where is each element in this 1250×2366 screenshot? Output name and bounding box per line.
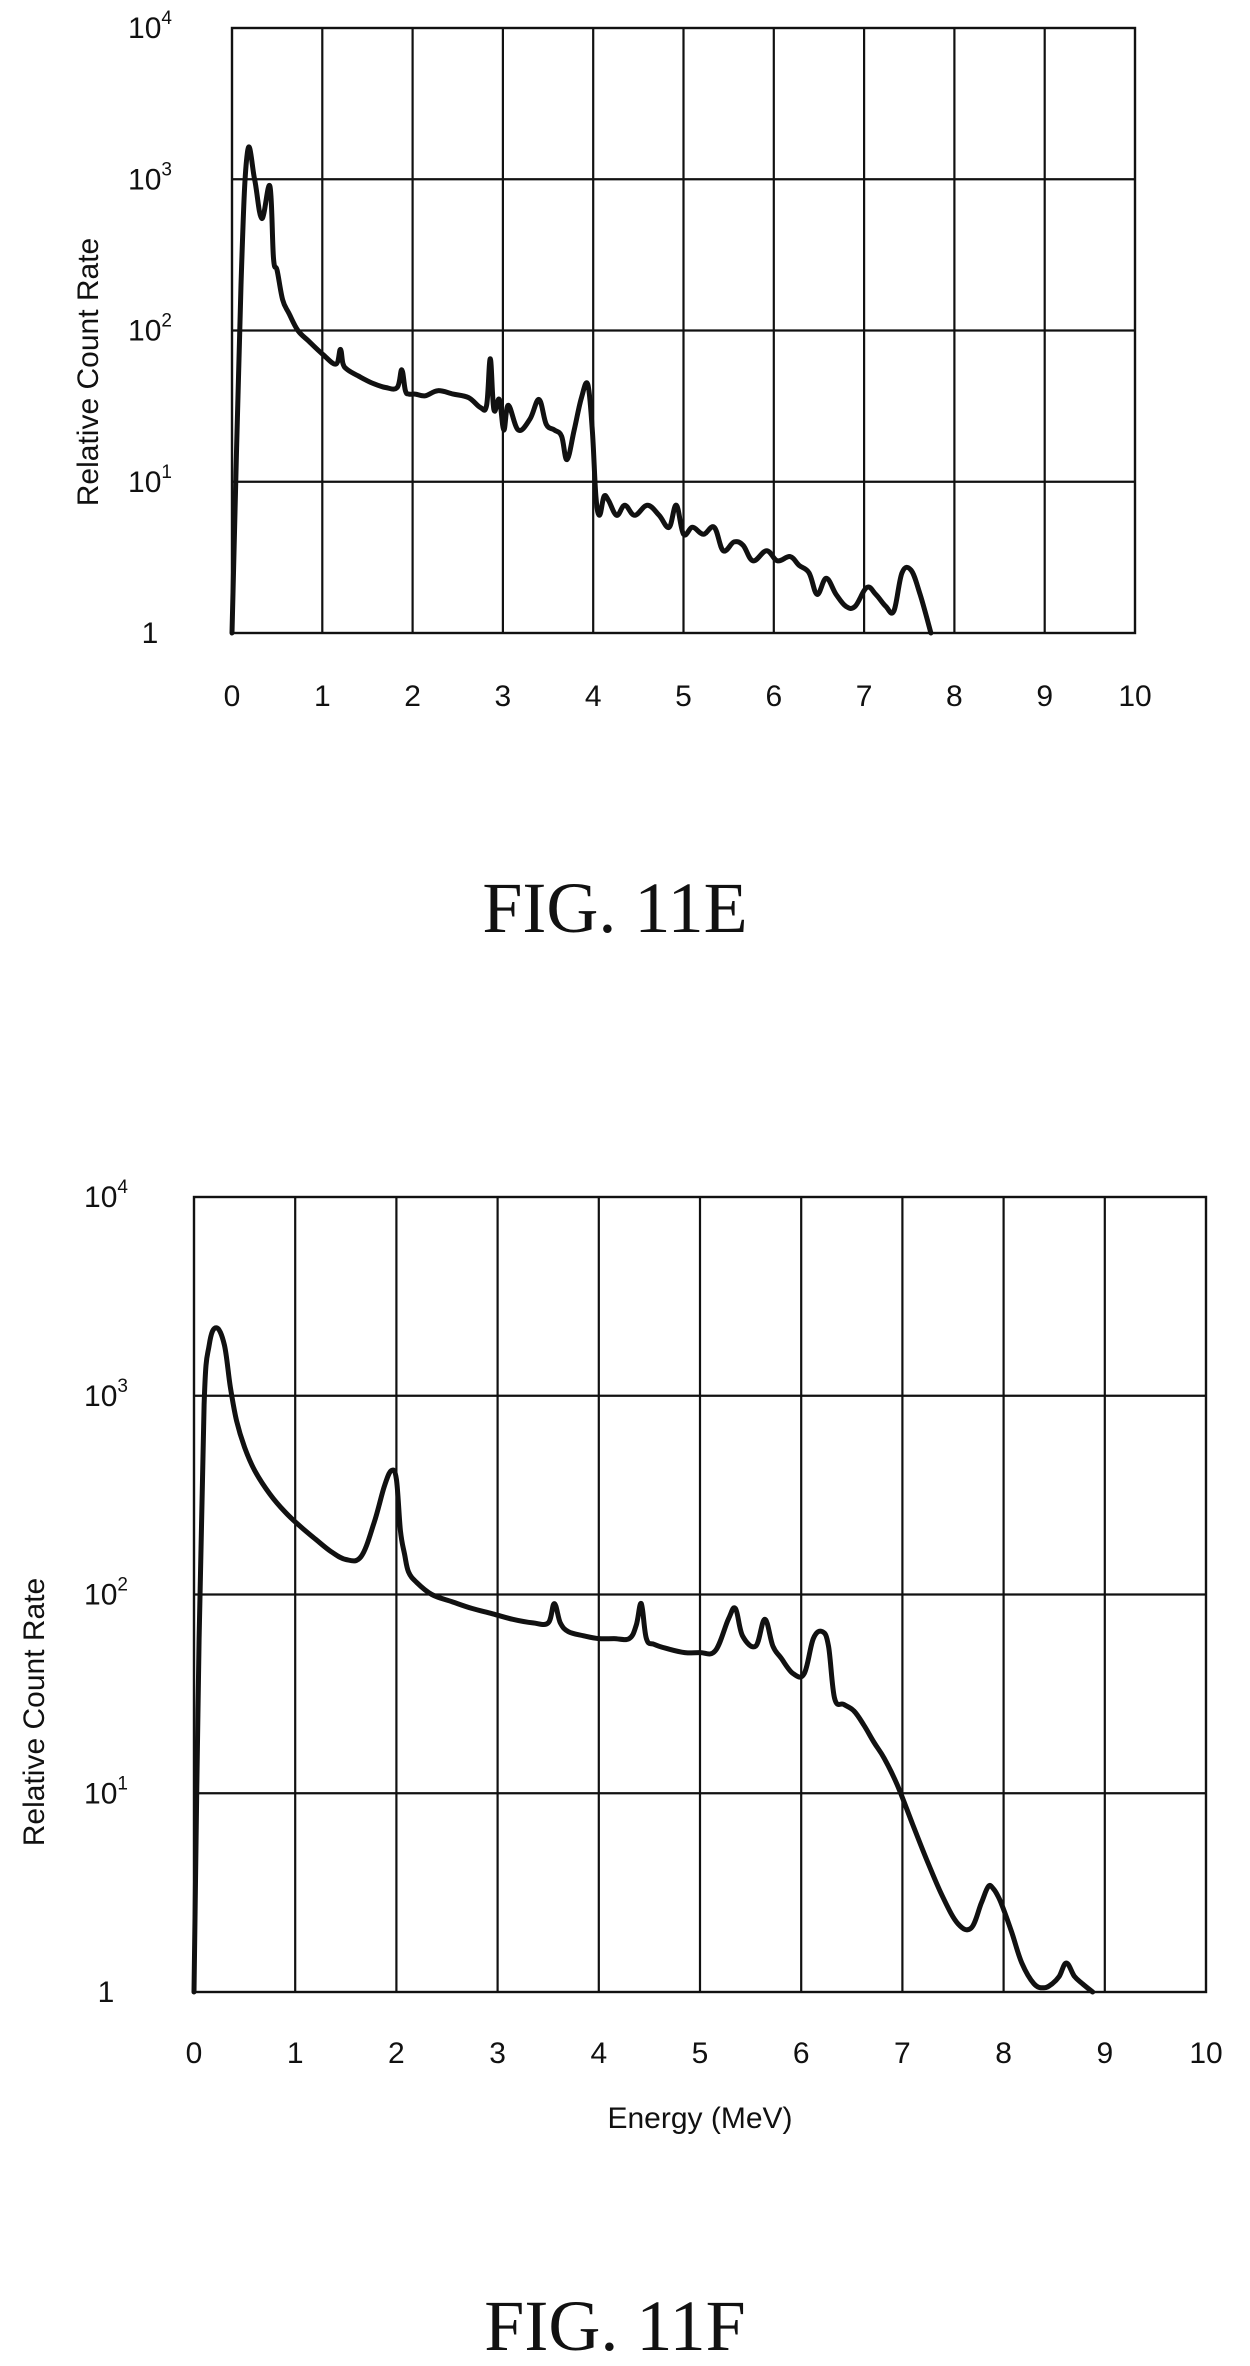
x-tick-label: 0 <box>224 680 241 713</box>
x-tick-label: 3 <box>495 680 512 713</box>
plot-frame <box>192 1195 1208 1994</box>
x-tick-label: 6 <box>765 680 782 713</box>
figure-label-11f: FIG. 11F <box>484 2286 745 2366</box>
x-tick-label: 2 <box>404 680 421 713</box>
x-tick-label: 9 <box>1036 680 1053 713</box>
chart-fig-11e: 0 1 2 3 4 5 6 7 8 9 10 104 103 102 101 1 Relative Count … <box>72 8 1152 713</box>
x-tick-label: 0 <box>186 2037 203 2070</box>
y-tick-label: 102 <box>128 311 172 348</box>
y-tick-label: 104 <box>84 1177 128 1214</box>
y-tick-label: 101 <box>128 462 172 499</box>
y-tick-label: 1 <box>98 1976 115 2009</box>
y-tick-label: 103 <box>128 159 172 196</box>
x-tick-label: 1 <box>287 2037 304 2070</box>
y-tick-label: 103 <box>84 1376 128 1413</box>
x-tick-label: 2 <box>388 2037 405 2070</box>
series-line-11f <box>191 1325 1096 1995</box>
x-tick-label: 7 <box>856 680 873 713</box>
y-tick-label: 102 <box>84 1575 128 1612</box>
x-tick-label: 1 <box>314 680 331 713</box>
series-line-11e <box>229 144 934 636</box>
x-tick-label: 10 <box>1118 680 1151 713</box>
x-tick-label: 8 <box>995 2037 1012 2070</box>
x-tick-label: 7 <box>894 2037 911 2070</box>
x-tick-label: 3 <box>489 2037 506 2070</box>
x-tick-label: 5 <box>692 2037 709 2070</box>
y-tick-label: 104 <box>128 8 172 45</box>
x-tick-label: 4 <box>590 2037 607 2070</box>
x-tick-label: 10 <box>1189 2037 1222 2070</box>
x-tick-label: 5 <box>675 680 692 713</box>
x-axis-label: Energy (MeV) <box>607 2102 792 2135</box>
figure-label-11e: FIG. 11E <box>482 868 747 948</box>
x-tick-label: 6 <box>793 2037 810 2070</box>
x-tick-label: 8 <box>946 680 963 713</box>
y-axis-label: Relative Count Rate <box>18 1578 51 1846</box>
plot-frame <box>230 26 1137 635</box>
y-tick-label: 1 <box>142 617 159 650</box>
y-tick-label: 101 <box>84 1773 128 1810</box>
x-tick-label: 4 <box>585 680 602 713</box>
chart-fig-11f: 0 1 2 3 4 5 6 7 8 9 10 104 103 102 101 1 Relative Count … <box>18 1177 1223 2135</box>
y-axis-label: Relative Count Rate <box>72 238 105 506</box>
x-tick-label: 9 <box>1096 2037 1113 2070</box>
